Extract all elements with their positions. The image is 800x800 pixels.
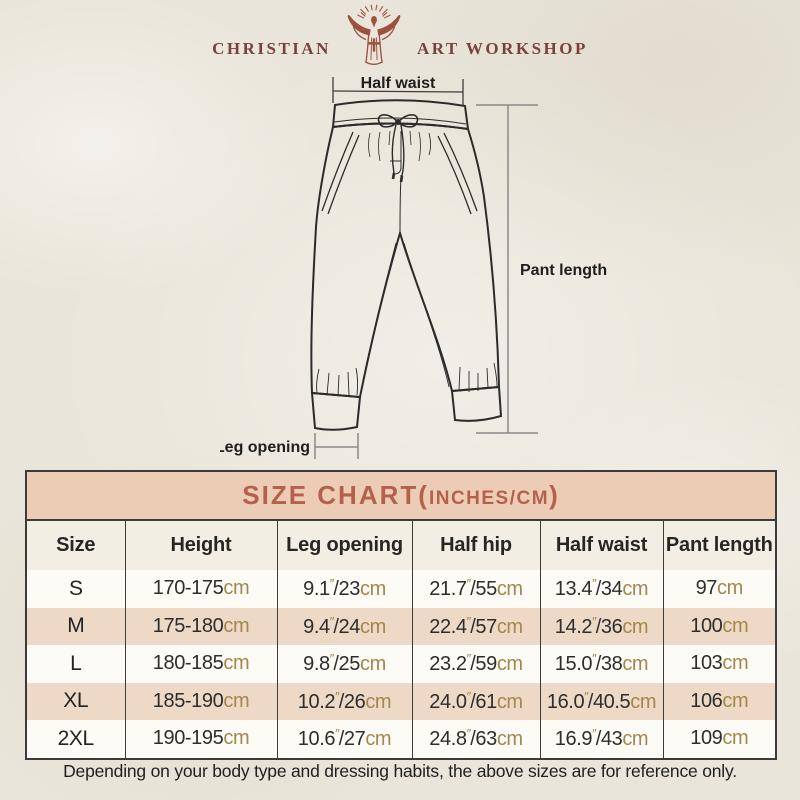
table-row: L 180-185cm 9.8″/25cm 23.2″/59cm 15.0″/38cm 1… [26, 645, 776, 683]
cell-size: XL [63, 689, 89, 713]
table-row: XL 185-190cm 10.2″/26cm 24.0″/61cm 16.0″/40.… [26, 682, 776, 720]
table-row: S 170-175cm 9.1″/23cm 21.7″/55cm 13.4″/34cm 9… [26, 570, 776, 608]
cell-half-waist: 13.4″/34cm [539, 570, 663, 608]
leg-opening-label: Leg opening [220, 439, 310, 456]
cell-height: 185-190cm [124, 682, 277, 720]
jesus-figure-logo-icon [347, 4, 401, 65]
cell-leg-opening: 10.2″/26cm [276, 682, 412, 720]
cell-leg-opening: 10.6″/27cm [276, 720, 412, 759]
brand-name-right: ART WORKSHOP [416, 39, 588, 58]
cell-leg-opening: 9.4″/24cm [276, 607, 412, 645]
cell-half-hip: 23.2″/59cm [411, 645, 540, 683]
cell-size: S [68, 576, 83, 600]
cell-pant-length: 100cm [662, 607, 776, 645]
column-header-leg-opening: Leg opening [276, 520, 412, 570]
pant-length-label: Pant length [520, 262, 607, 279]
size-chart-title-units: INCHES/CM [428, 488, 550, 509]
table-row: M 175-180cm 9.4″/24cm 22.4″/57cm 14.2″/36cm 1… [26, 607, 776, 645]
column-header-height: Height [124, 520, 277, 570]
column-header-half-hip: Half hip [411, 520, 540, 570]
brand-name-left: CHRISTIAN [212, 39, 331, 58]
size-chart-title-main: SIZE CHART( [242, 480, 429, 510]
cell-height: 190-195cm [124, 720, 277, 759]
cell-half-waist: 14.2″/36cm [539, 607, 663, 645]
cell-size: M [67, 614, 85, 638]
cell-size: 2XL [57, 726, 95, 750]
disclaimer-note: Depending on your body type and dressing… [63, 761, 737, 781]
table-row: 2XL 190-195cm 10.6″/27cm 24.8″/63cm 16.9″/43… [26, 720, 776, 759]
pants-measurement-diagram: Half waist Pant length Leg opening [215, 75, 620, 465]
cell-half-waist: 16.0″/40.5cm [539, 682, 663, 720]
cell-pant-length: 109cm [662, 720, 776, 759]
cell-leg-opening: 9.1″/23cm [276, 570, 412, 608]
cell-half-hip: 22.4″/57cm [411, 607, 540, 645]
size-chart-table: SIZE CHART(INCHES/CM) Size Height Leg open… [25, 470, 777, 760]
brand-header: CHRISTIAN [0, 4, 800, 68]
halo-rays-icon [357, 4, 391, 19]
cell-half-waist: 15.0″/38cm [539, 645, 663, 683]
column-header-pant-length: Pant length [662, 520, 776, 570]
cell-pant-length: 103cm [662, 645, 776, 683]
drawstring-bow-icon [377, 114, 419, 183]
pants-line-drawing-icon [310, 99, 503, 431]
size-chart-title: SIZE CHART(INCHES/CM) [26, 471, 776, 521]
cell-height: 180-185cm [124, 645, 277, 683]
cell-height: 170-175cm [124, 570, 277, 608]
half-waist-measure-line [332, 77, 464, 105]
cell-half-hip: 21.7″/55cm [411, 570, 540, 608]
cell-half-waist: 16.9″/43cm [539, 720, 663, 759]
cell-pant-length: 97cm [662, 570, 776, 608]
half-waist-label: Half waist [361, 75, 436, 92]
cell-height: 175-180cm [124, 607, 277, 645]
size-rows: S 170-175cm 9.1″/23cm 21.7″/55cm 13.4″/34cm 9… [26, 570, 776, 759]
pant-length-measure-line [476, 104, 538, 434]
column-header-size: Size [26, 520, 125, 570]
column-header-half-waist: Half waist [539, 520, 663, 570]
cell-leg-opening: 9.8″/25cm [276, 645, 412, 683]
cell-half-hip: 24.0″/61cm [411, 682, 540, 720]
leg-opening-measure-line [314, 433, 359, 459]
size-chart-title-close: ) [549, 480, 560, 510]
column-header-row: Size Height Leg opening Half hip Half waist P… [26, 520, 776, 570]
cell-half-hip: 24.8″/63cm [411, 720, 540, 759]
size-chart-title-row: SIZE CHART(INCHES/CM) [26, 471, 776, 521]
cell-size: L [70, 651, 82, 675]
cell-pant-length: 106cm [662, 682, 776, 720]
